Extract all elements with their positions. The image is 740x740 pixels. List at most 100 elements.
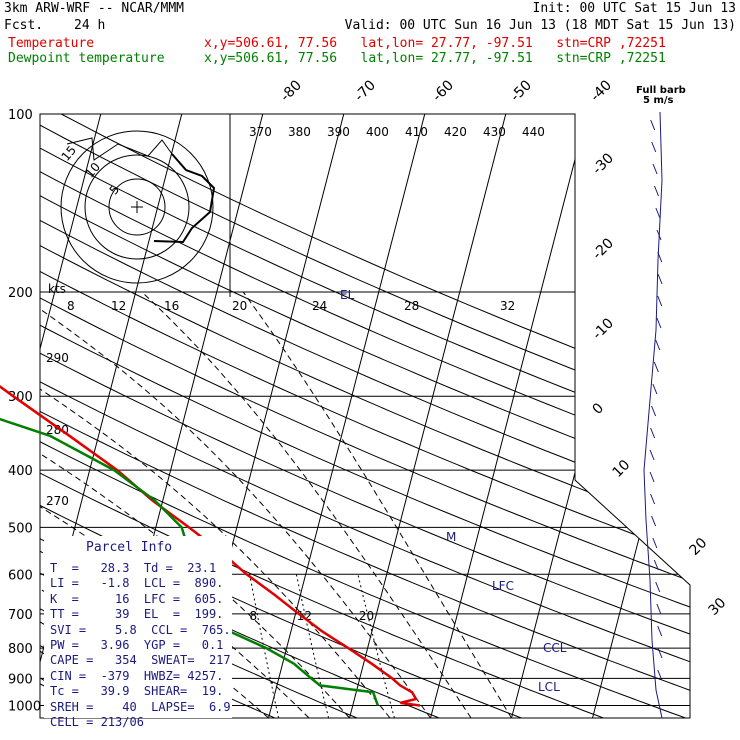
parcel-row: LI = -1.8 LCL = 890. [50,576,224,591]
moist-adiabat-line [242,291,512,718]
dewpoint-line [0,417,380,706]
wind-barb [657,273,663,285]
wind-scale-label: kts [48,282,66,296]
theta-label: 420 [444,125,467,139]
hodograph-ring [84,154,190,260]
wind-barb [652,537,658,549]
isotherm-label: -20 [590,235,617,262]
wind-barb [657,647,663,659]
full-barb-value: 5 m/s [643,95,674,106]
isotherm-label: -30 [590,150,617,177]
dry-adiabat-line [40,114,690,718]
hodograph-ring-label: 10 [83,160,104,181]
model-title: 3km ARW-WRF -- NCAR/MMM [4,1,185,16]
wind-barb [657,669,663,681]
wind-scale-label: 24 [312,299,327,313]
wind-barb [650,493,656,505]
isotherm-label: -50 [508,77,535,104]
dry-adiabat-line [0,114,28,718]
wind-scale-label: 28 [404,299,419,313]
wind-barb [654,185,659,197]
parcel-box-bg [44,536,232,718]
wind-barb [652,383,658,395]
wind-scale-label: 20 [232,299,247,313]
pressure-label: 900 [8,672,33,687]
mixing-ratio-line [249,574,280,718]
dry-adiabat-line [40,114,690,718]
dewpoint-legend-label: Dewpoint temperature [8,51,165,66]
isotherm-line [0,114,20,718]
isotherm-label: -60 [430,77,457,104]
wind-barb [651,515,657,527]
moist-adiabat-line [141,291,472,718]
dry-adiabat-line [40,114,690,718]
dry-adiabat-line [40,114,690,718]
dry-adiabat-line [40,114,690,718]
dry-adiabat-line [40,114,690,718]
pressure-label: 400 [8,464,33,479]
barb-staff [643,111,663,719]
theta-left-label: 280 [46,423,69,437]
isotherm-line [511,114,669,718]
dry-adiabat-line [40,114,690,718]
pressure-label: 300 [8,390,33,405]
pressure-label: 500 [8,521,33,536]
pressure-label: 600 [8,568,33,583]
fcst-value: 24 h [74,18,106,33]
mixing-ratio-line [295,574,330,718]
dry-adiabat-line [40,114,690,718]
level-marker: CCL [543,641,567,655]
parcel-info-title: Parcel Info [86,540,173,555]
wind-barb [655,581,661,593]
wind-barb [650,427,656,439]
mixing-ratio-label: 8 [250,609,258,623]
temperature-location: x,y=506.61, 77.56 lat,lon= 27.77, -97.51… [204,36,666,51]
parcel-row: CAPE = 354 SWEAT= 217 [50,653,231,668]
parcel-row: Tc = 39.9 SHEAR= 19. [50,684,224,699]
pressure-label: 200 [8,286,33,301]
wind-barb [656,603,662,615]
theta-label: 440 [522,125,545,139]
isotherm-label: 0 [590,400,608,418]
isotherm-label: -70 [352,77,379,104]
pressure-label: 700 [8,608,33,623]
wind-scale-label: 12 [111,299,126,313]
level-marker: M [446,530,456,544]
wind-barb [651,141,657,153]
isotherm-label: 10 [610,457,634,481]
wind-scale-label: 8 [67,299,75,313]
wind-barb [651,405,657,417]
isotherm-line [592,114,690,718]
parcel-row: T = 28.3 Td = 23.1 [50,561,217,575]
parcel-row: SVI = 5.8 CCL = 765. [50,622,231,637]
parcel-row: PW = 3.96 YGP = 0.1 [50,638,224,652]
wind-barb [656,229,662,241]
wind-scale-label: 16 [164,299,179,313]
dewpoint-location: x,y=506.61, 77.56 lat,lon= 27.77, -97.51… [204,51,666,66]
theta-label: 430 [483,125,506,139]
parcel-row: TT = 39 EL = 199. [50,607,224,622]
dry-adiabat-line [40,114,690,718]
level-marker: LCL [538,680,560,694]
wind-barb [657,251,663,263]
dry-adiabat-line [40,114,358,718]
wind-barb [649,449,655,461]
full-barb-label: Full barb [636,85,686,96]
dry-adiabat-line [40,114,690,718]
isotherm-label: 20 [687,535,711,559]
mixing-ratio-line [357,574,395,718]
level-marker: EL [340,288,355,302]
wind-barb [655,207,661,219]
theta-label: 390 [327,125,350,139]
dry-adiabat-line [40,114,690,718]
theta-label: 380 [288,125,311,139]
pressure-label: 800 [8,642,33,657]
theta-left-label: 290 [46,351,69,365]
wind-barb [649,471,655,483]
wind-scale-label: 32 [500,299,515,313]
fcst-label: Fcst. [4,18,44,33]
theta-label: 410 [405,125,428,139]
dry-adiabat-line [40,114,690,718]
theta-label: 370 [249,125,272,139]
